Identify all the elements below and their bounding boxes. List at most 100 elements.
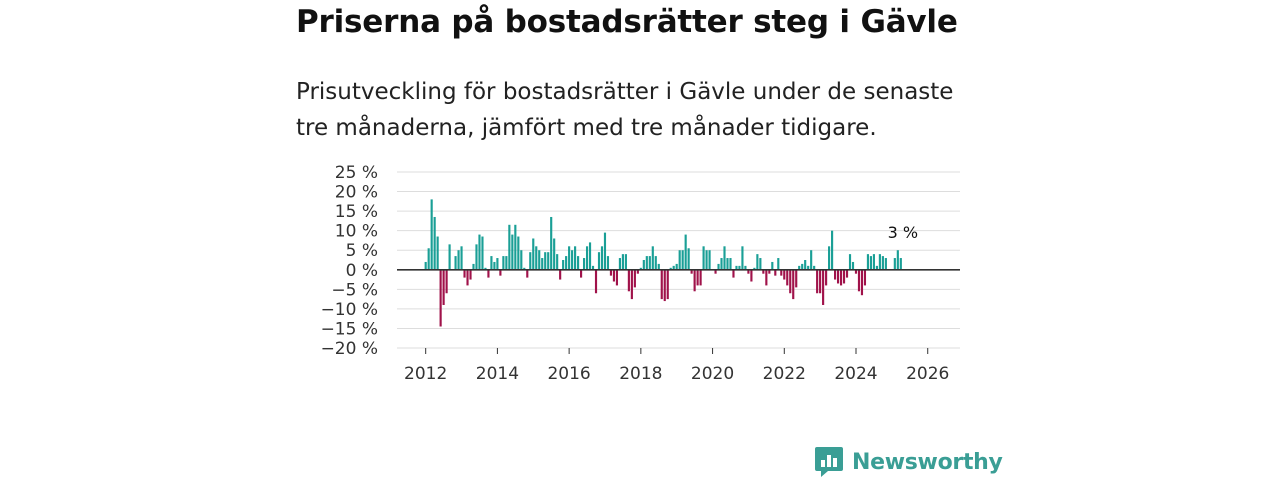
bar xyxy=(490,256,493,270)
brand-logo: Newsworthy xyxy=(814,444,1003,480)
bar xyxy=(842,269,846,284)
x-tick-label: 2022 xyxy=(763,364,806,384)
bar xyxy=(810,250,813,270)
bar xyxy=(848,254,852,270)
page-title: Priserna på bostadsrätter steg i Gävle xyxy=(296,4,958,40)
bar xyxy=(597,252,601,270)
bar xyxy=(765,269,768,286)
bar xyxy=(439,269,442,327)
bar xyxy=(795,269,798,288)
bar xyxy=(511,234,514,270)
bar xyxy=(472,263,475,270)
x-tick-label: 2024 xyxy=(834,364,877,384)
bar xyxy=(466,269,469,286)
bar xyxy=(582,258,586,270)
bar xyxy=(759,258,762,270)
bar xyxy=(896,250,899,270)
y-tick-label: −5 % xyxy=(331,280,378,300)
bar xyxy=(828,246,831,270)
bar xyxy=(541,258,544,270)
bar xyxy=(875,265,878,270)
bar xyxy=(433,216,436,270)
bar xyxy=(517,236,520,270)
y-tick-label: 25 % xyxy=(335,163,378,183)
bar xyxy=(762,269,765,274)
bar xyxy=(753,267,756,270)
last-value-label: 3 % xyxy=(888,223,918,242)
bar xyxy=(684,234,687,270)
bar xyxy=(807,265,810,270)
bar xyxy=(424,261,427,270)
bar xyxy=(550,216,553,270)
bar xyxy=(657,263,660,270)
bar xyxy=(654,256,657,270)
bar xyxy=(645,256,648,270)
bar xyxy=(624,254,627,270)
bar xyxy=(780,269,783,276)
bar xyxy=(854,269,858,274)
bar xyxy=(860,269,864,296)
bar xyxy=(744,265,747,270)
bar xyxy=(529,252,532,270)
bar xyxy=(505,256,508,270)
y-tick-label: 15 % xyxy=(335,202,378,222)
bar xyxy=(863,269,867,286)
bar xyxy=(621,254,624,270)
bar xyxy=(588,242,592,270)
bar xyxy=(430,199,433,270)
bar xyxy=(702,246,705,270)
x-tick-label: 2016 xyxy=(547,364,590,384)
bar xyxy=(696,269,699,286)
bar xyxy=(726,258,729,270)
bar xyxy=(568,246,571,270)
bar xyxy=(594,269,598,294)
x-tick-label: 2020 xyxy=(691,364,734,384)
bar xyxy=(834,269,837,280)
bar xyxy=(678,250,681,270)
bar xyxy=(600,246,604,270)
bar xyxy=(714,269,717,274)
bar xyxy=(816,269,819,294)
bar xyxy=(651,246,654,270)
bar xyxy=(496,258,499,270)
bar xyxy=(580,269,583,278)
bar xyxy=(872,254,875,270)
bar xyxy=(675,263,678,270)
bar xyxy=(523,267,526,270)
bar xyxy=(618,258,621,270)
bar xyxy=(768,269,771,274)
bar xyxy=(571,250,574,270)
bar xyxy=(783,269,786,280)
bar xyxy=(813,265,816,270)
x-tick-label: 2014 xyxy=(476,364,519,384)
bar xyxy=(857,269,861,292)
bar xyxy=(831,230,834,270)
bar xyxy=(819,269,822,294)
bar xyxy=(454,256,457,270)
bar xyxy=(544,252,547,270)
bar xyxy=(591,265,595,270)
bar xyxy=(669,267,672,270)
y-tick-label: −20 % xyxy=(321,339,378,359)
y-tick-label: 20 % xyxy=(335,183,378,203)
bar xyxy=(747,269,750,274)
bar xyxy=(738,265,741,270)
bar xyxy=(777,258,780,270)
bar xyxy=(839,269,843,286)
bar xyxy=(729,258,732,270)
bar xyxy=(639,267,642,270)
bar xyxy=(845,269,849,278)
bar xyxy=(771,261,774,270)
bar xyxy=(469,269,472,280)
bar xyxy=(717,263,720,270)
bar xyxy=(720,258,723,270)
bar xyxy=(436,236,439,270)
bar xyxy=(606,256,610,270)
x-tick-label: 2012 xyxy=(404,364,447,384)
bar xyxy=(789,269,792,294)
newsworthy-logo-icon xyxy=(815,447,843,477)
bar xyxy=(609,269,613,276)
bar xyxy=(774,269,777,276)
bar xyxy=(881,256,884,270)
